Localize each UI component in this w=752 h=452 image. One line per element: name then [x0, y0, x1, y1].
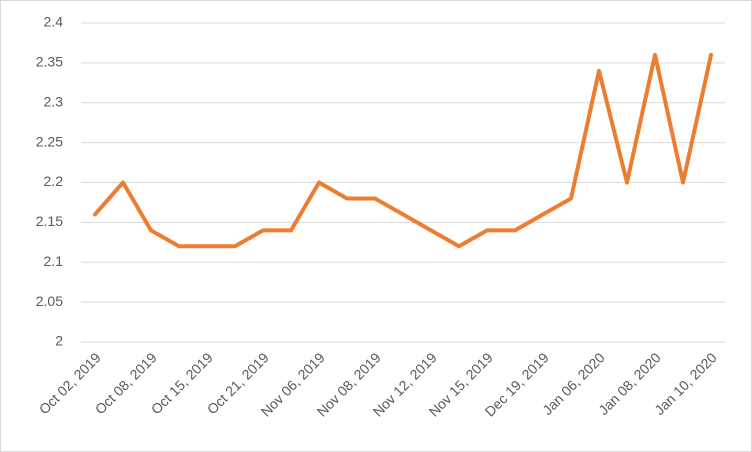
y-tick-label: 2.05 — [36, 293, 63, 309]
y-tick-label: 2.3 — [44, 93, 64, 109]
y-tick-label: 2.15 — [36, 213, 63, 229]
y-tick-label: 2.1 — [44, 253, 64, 269]
y-tick-label: 2.2 — [44, 173, 64, 189]
y-tick-label: 2.4 — [44, 14, 64, 30]
data-line — [93, 52, 713, 249]
y-tick-label: 2.25 — [36, 133, 63, 149]
y-tick-label: 2.35 — [36, 54, 63, 70]
y-tick-label: 2 — [55, 333, 63, 349]
